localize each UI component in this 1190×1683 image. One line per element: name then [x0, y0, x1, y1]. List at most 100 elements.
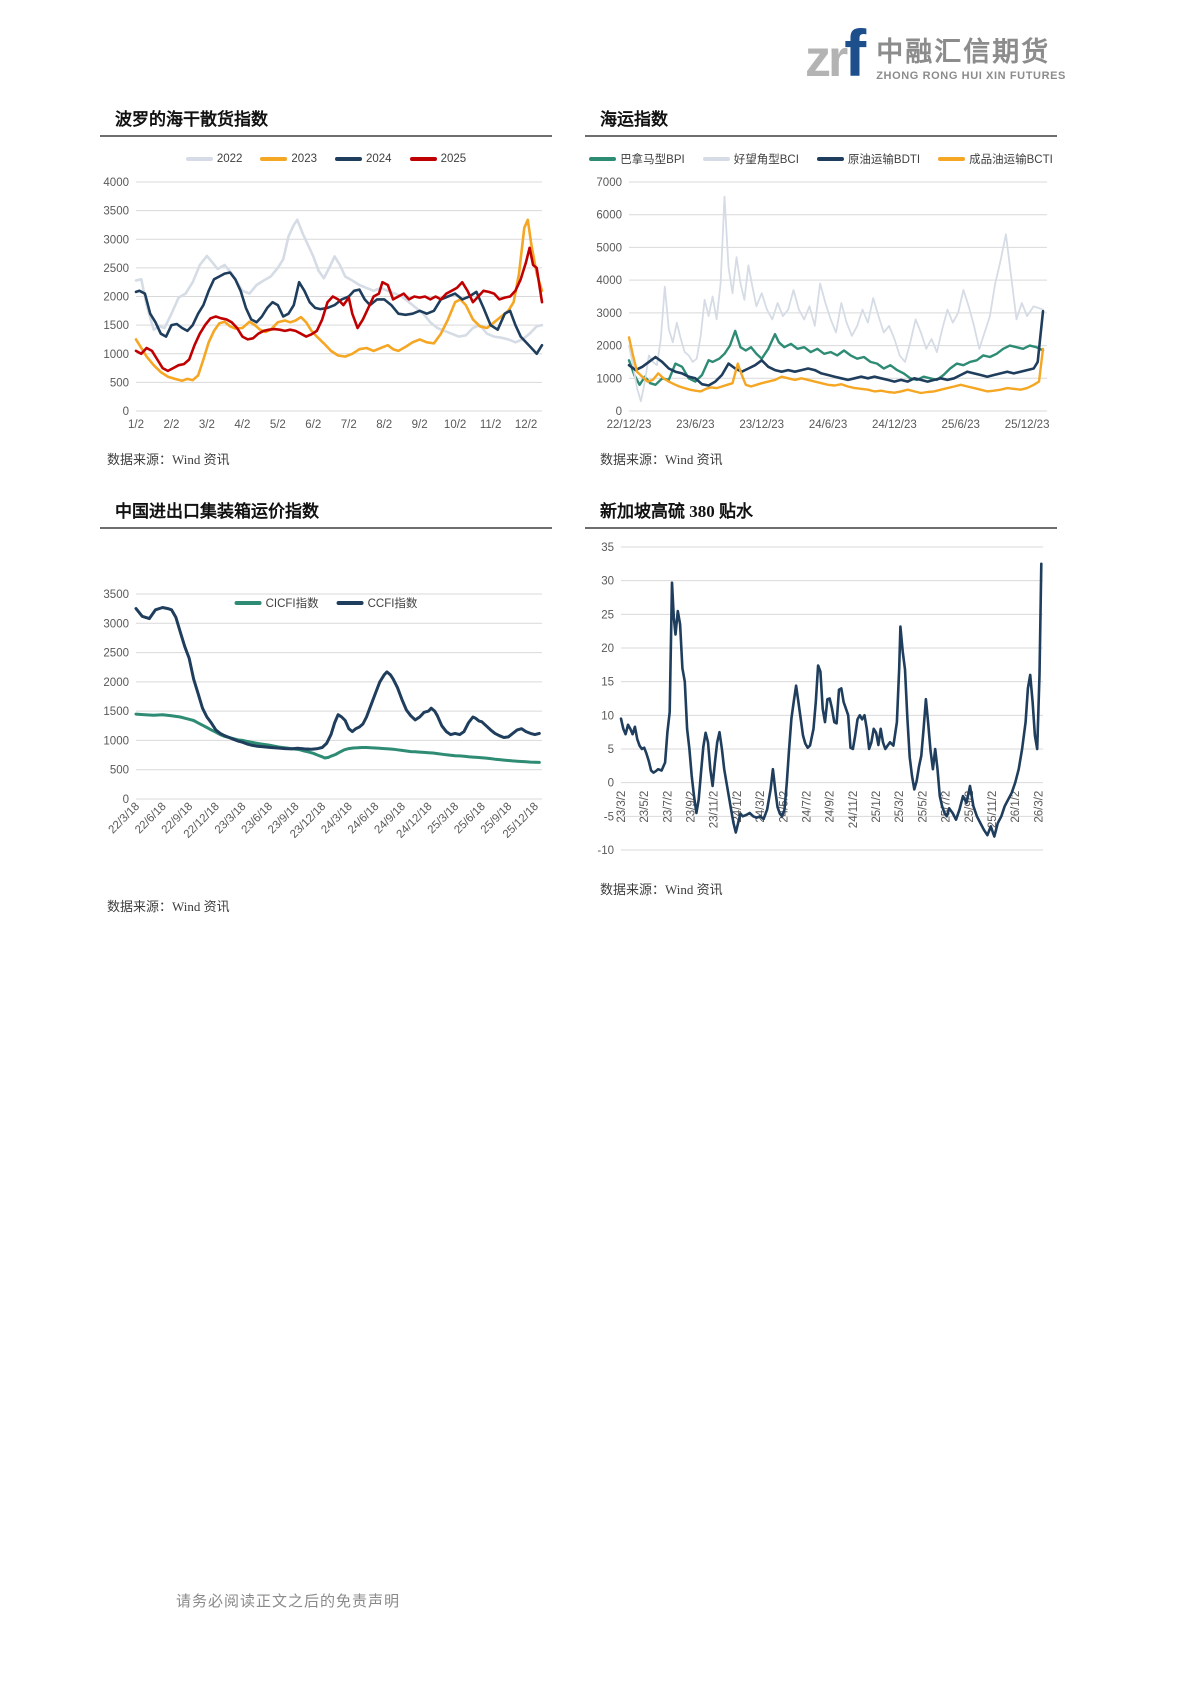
svg-text:2500: 2500 [103, 263, 129, 275]
legend-label: 巴拿马型BPI [620, 154, 685, 166]
svg-text:23/5/2: 23/5/2 [639, 791, 651, 823]
title-divider [585, 135, 1057, 137]
logo-company-name-en: ZHONG RONG HUI XIN FUTURES [876, 70, 1066, 82]
data-source: 数据来源：Wind 资讯 [107, 452, 230, 467]
svg-text:0: 0 [123, 794, 129, 806]
svg-text:30: 30 [601, 576, 614, 588]
svg-text:500: 500 [110, 377, 129, 389]
title-divider [100, 527, 552, 529]
svg-text:4000: 4000 [103, 177, 129, 189]
svg-text:23/11/2: 23/11/2 [709, 791, 721, 829]
svg-text:24/7/2: 24/7/2 [801, 791, 813, 823]
svg-text:1000: 1000 [103, 735, 129, 747]
chart-panel-baltic-dry-index: 波罗的海干散货指数 2022 2023 2024 2025 0 500 1000 15… [100, 100, 552, 468]
legend-swatch [589, 157, 617, 161]
company-logo: zr f 中融汇信期货 ZHONG RONG HUI XIN FUTURES [805, 20, 1066, 86]
svg-text:25/3/2: 25/3/2 [894, 791, 906, 823]
svg-text:2000: 2000 [596, 341, 622, 353]
svg-text:7000: 7000 [596, 177, 622, 189]
svg-text:8/2: 8/2 [376, 419, 392, 431]
svg-text:10: 10 [601, 710, 614, 722]
chart-panel-container-freight-index: 中国进出口集装箱运价指数 CICFI指数 CCFI指数 0 500 1000 1500… [100, 492, 552, 915]
chart-title: 海运指数 [600, 110, 668, 129]
svg-text:12/2: 12/2 [515, 419, 537, 431]
logo-company-name-cn: 中融汇信期货 [876, 37, 1051, 68]
svg-text:3500: 3500 [103, 206, 129, 218]
legend-item: CCFI指数 [336, 595, 417, 611]
svg-text:35: 35 [601, 542, 614, 554]
legend-label: 原油运输BDTI [847, 154, 921, 166]
svg-text:-10: -10 [597, 845, 614, 857]
svg-text:23/7/2: 23/7/2 [662, 791, 674, 823]
chart-legend: 2022 2023 2024 2025 [100, 150, 552, 168]
svg-text:1000: 1000 [103, 349, 129, 361]
svg-text:5/2: 5/2 [270, 419, 286, 431]
shipping-indices-line-chart: 0 1000 2000 3000 4000 5000 6000 7000 22/12/23 23/… [596, 177, 1050, 431]
svg-text:25/7/2: 25/7/2 [941, 791, 953, 823]
svg-text:23/3/2: 23/3/2 [616, 791, 628, 823]
disclaimer-footer: 请务必阅读正文之后的免责声明 [176, 1594, 401, 1610]
svg-text:15: 15 [601, 677, 614, 689]
svg-text:1/2: 1/2 [128, 419, 144, 431]
chart-legend: 巴拿马型BPI 好望角型BCI 原油运输BDTI 成品油运输BCTI [585, 150, 1057, 168]
legend-swatch [816, 157, 844, 161]
logo-zr-text: zr [804, 30, 848, 88]
legend-swatch [336, 601, 364, 605]
svg-text:25/12/23: 25/12/23 [1005, 419, 1050, 431]
legend-item: 2023 [260, 153, 317, 165]
svg-text:5000: 5000 [596, 242, 622, 254]
svg-text:2500: 2500 [103, 648, 129, 660]
svg-text:25: 25 [601, 609, 614, 621]
baltic-dry-index-line-chart: 0 500 1000 1500 2000 2500 3000 3500 4000 1/2 2/2 3/… [103, 177, 544, 431]
container-freight-index-line-chart: 050010001500200025003000350022/3/1822/6/… [103, 589, 542, 841]
svg-text:22/12/23: 22/12/23 [607, 419, 652, 431]
chart-title: 波罗的海干散货指数 [115, 110, 268, 129]
legend-swatch [260, 157, 288, 161]
svg-text:6000: 6000 [596, 210, 622, 222]
legend-label: 2023 [291, 153, 317, 165]
svg-text:0: 0 [616, 406, 622, 418]
legend-label: 2024 [366, 153, 392, 165]
legend-label: 好望角型BCI [733, 154, 799, 166]
svg-text:1000: 1000 [596, 373, 622, 385]
legend-swatch [185, 157, 213, 161]
chart-panel-singapore-hsfo-380: 新加坡高硫 380 贴水 -10 -5 0 5 10 15 20 25 30 35 23/3/2 23… [585, 492, 1057, 898]
logo-f-text: f [844, 16, 867, 90]
svg-text:3000: 3000 [103, 618, 129, 630]
legend-swatch [702, 157, 730, 161]
svg-text:500: 500 [110, 765, 129, 777]
legend-item: 2024 [335, 153, 392, 165]
legend-item: 巴拿马型BPI [589, 151, 685, 167]
svg-text:7/2: 7/2 [341, 419, 357, 431]
svg-text:20: 20 [601, 643, 614, 655]
legend-item: 2022 [185, 153, 243, 165]
svg-text:3/2: 3/2 [199, 419, 215, 431]
data-source: 数据来源：Wind 资讯 [600, 452, 723, 467]
svg-text:0: 0 [123, 406, 129, 418]
title-divider [100, 135, 552, 137]
svg-text:10/2: 10/2 [444, 419, 466, 431]
svg-text:0: 0 [608, 778, 614, 790]
svg-text:3500: 3500 [103, 589, 129, 601]
data-source: 数据来源：Wind 资讯 [600, 882, 723, 897]
legend-label: 2022 [216, 153, 243, 165]
svg-text:25/5/2: 25/5/2 [917, 791, 929, 823]
svg-text:5: 5 [608, 744, 614, 756]
svg-text:24/11/2: 24/11/2 [848, 791, 860, 829]
svg-text:4000: 4000 [596, 275, 622, 287]
data-source: 数据来源：Wind 资讯 [107, 899, 230, 914]
svg-text:3000: 3000 [103, 234, 129, 246]
legend-swatch [938, 157, 966, 161]
svg-text:11/2: 11/2 [480, 419, 502, 431]
chart-title: 新加坡高硫 380 贴水 [600, 502, 753, 521]
svg-text:23/12/23: 23/12/23 [739, 419, 784, 431]
svg-text:1500: 1500 [103, 706, 129, 718]
svg-text:6/2: 6/2 [305, 419, 321, 431]
svg-text:23/6/23: 23/6/23 [676, 419, 714, 431]
svg-text:-5: -5 [604, 811, 614, 823]
svg-text:24/9/2: 24/9/2 [825, 791, 837, 823]
svg-text:25/11/2: 25/11/2 [987, 791, 999, 829]
svg-text:2/2: 2/2 [163, 419, 179, 431]
chart-panel-shipping-indices: 海运指数 巴拿马型BPI 好望角型BCI 原油运输BDTI 成品油运输BCTI … [585, 100, 1057, 468]
legend-swatch [234, 601, 262, 605]
